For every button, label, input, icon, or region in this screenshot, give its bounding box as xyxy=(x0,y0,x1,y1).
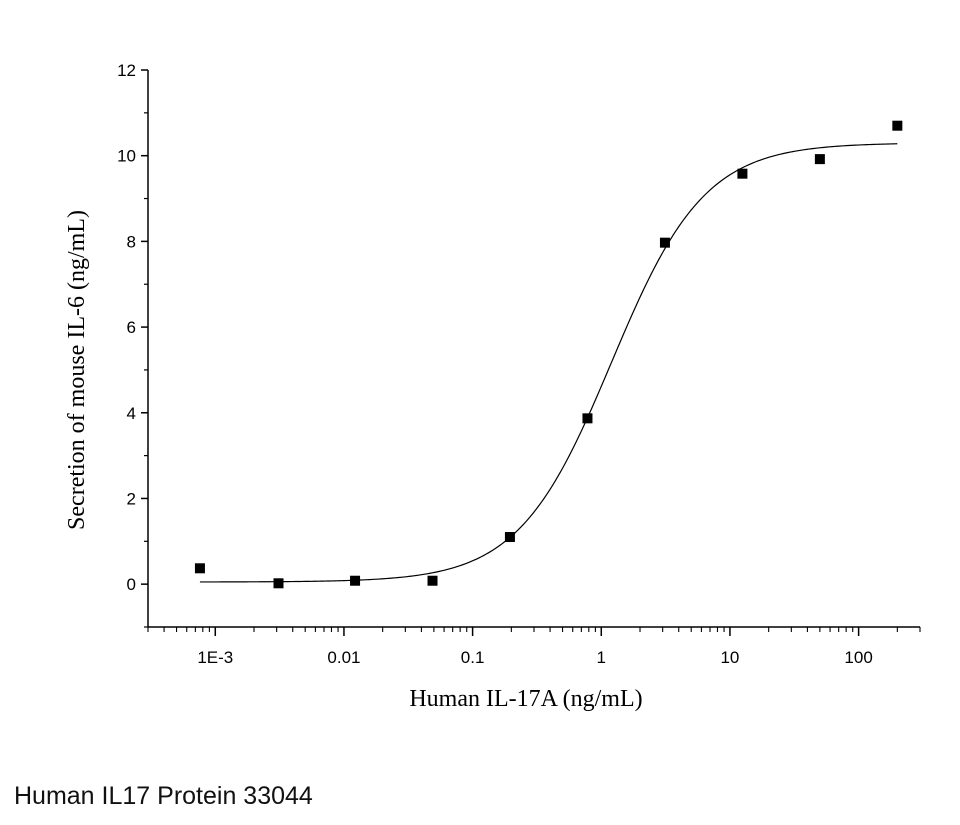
y-tick-label: 2 xyxy=(127,489,136,508)
axes xyxy=(147,70,920,628)
data-points xyxy=(194,120,903,589)
axis-ticks: 0 2 4 6 8 10 12 1E-3 0.01 0.1 1 10 100 xyxy=(117,61,921,667)
y-tick-label: 6 xyxy=(127,318,136,337)
data-point xyxy=(427,575,438,586)
x-tick-label: 1E-3 xyxy=(197,648,233,667)
y-tick-label: 4 xyxy=(127,404,136,423)
y-tick-label: 0 xyxy=(127,575,136,594)
data-point xyxy=(814,154,825,165)
data-point xyxy=(273,578,284,589)
x-tick-label: 0.1 xyxy=(461,648,485,667)
data-point xyxy=(350,575,361,586)
fit-curve xyxy=(199,143,898,583)
y-tick-label: 8 xyxy=(127,232,136,251)
x-tick-label: 0.01 xyxy=(327,648,360,667)
x-tick-label: 10 xyxy=(720,648,739,667)
data-point xyxy=(582,413,593,424)
data-point xyxy=(892,120,903,131)
data-point xyxy=(194,563,205,574)
fit-curve-group xyxy=(199,143,898,583)
y-axis-title: Secretion of mouse IL-6 (ng/mL) xyxy=(64,210,90,530)
data-point xyxy=(504,532,515,543)
dose-response-chart: 0 2 4 6 8 10 12 1E-3 0.01 0.1 1 10 100 Human IL-17A … xyxy=(64,61,921,712)
figure-caption: Human IL17 Protein 33044 xyxy=(14,782,313,810)
y-tick-label: 10 xyxy=(117,147,136,166)
x-axis-title: Human IL-17A (ng/mL) xyxy=(409,686,642,712)
x-tick-label: 1 xyxy=(597,648,606,667)
data-point xyxy=(659,237,670,248)
y-tick-label: 12 xyxy=(117,61,136,80)
data-point xyxy=(737,168,748,179)
x-tick-label: 100 xyxy=(844,648,872,667)
